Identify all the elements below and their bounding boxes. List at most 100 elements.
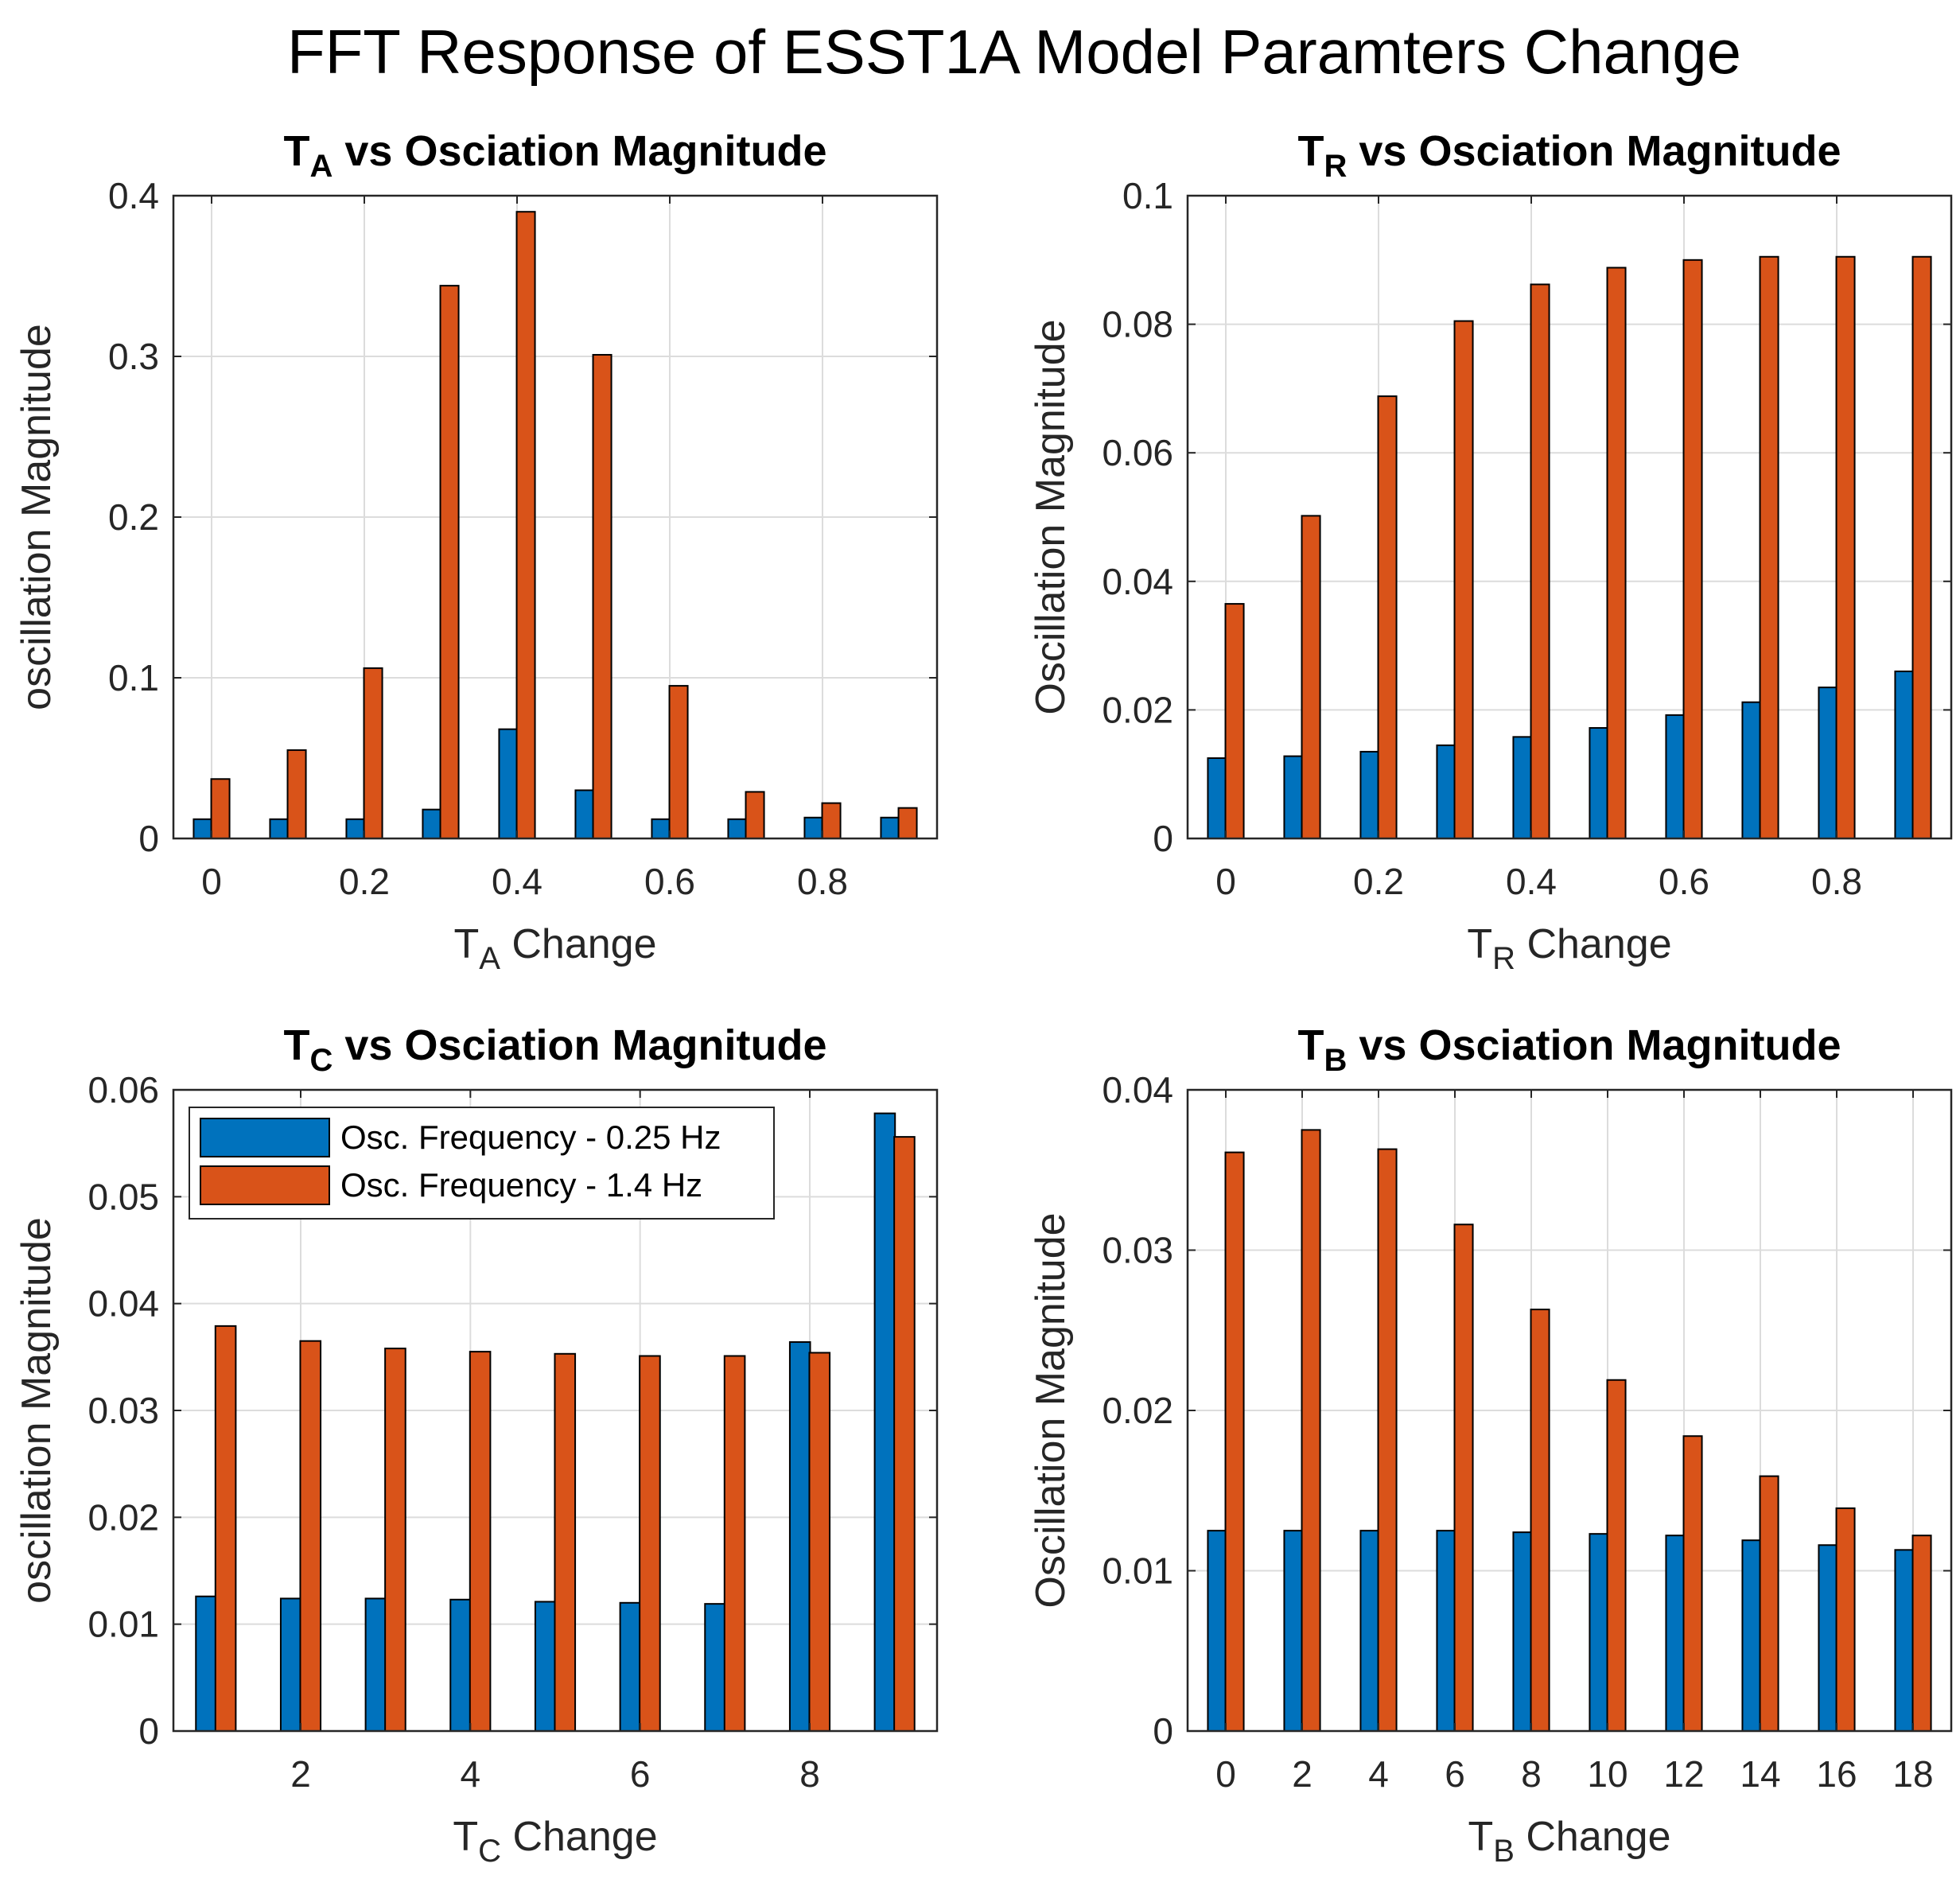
chart-ta: 0 0.2 0.4 0.6 0.800.10.20.30.4TA vs Osciatio… [14,127,939,976]
bar-series2 [639,1355,661,1732]
bar-series1 [1436,744,1456,840]
y-tick-label: 0.4 [108,175,159,216]
bar-series1 [498,728,519,840]
y-tick-label: 0.04 [88,1283,159,1325]
x-tick-label: 6 [630,1753,651,1795]
bar-series1 [345,818,366,840]
bar-series2 [1453,1223,1474,1732]
x-axis-label-rest: Change [1515,921,1672,967]
axes-title-rest: vs Osciation Magnitude [1347,127,1841,175]
y-tick-label: 0 [138,1710,159,1752]
bar-series1 [1818,1544,1838,1733]
bar-series2 [1606,1379,1627,1732]
axes-title-main: T [284,127,310,175]
x-axis-label-main: T [1467,921,1492,967]
bar-series1 [1512,1531,1533,1733]
bar-series1 [449,1598,472,1733]
axes-title-rest: vs Osciation Magnitude [1347,1021,1841,1069]
bar-series2 [384,1348,406,1732]
bar-series2 [286,749,307,840]
bar-series2 [1377,395,1398,839]
y-axis-label: Oscillation Magnitude [1028,319,1074,714]
axes-title-sub: B [1324,1043,1348,1078]
y-axis-label: oscillation Magnitude [14,324,60,710]
x-tick-label: 0.2 [339,861,390,902]
bar-series1 [364,1597,387,1732]
bar-series1 [574,789,595,840]
bar-series2 [299,1340,322,1733]
bar-series1 [704,1603,726,1732]
y-axis-label: Oscillation Magnitude [1028,1212,1074,1608]
axes-title: TA vs Osciation Magnitude [284,127,827,184]
bar-series2 [1911,1535,1932,1733]
bar-series1 [192,818,213,840]
x-tick-label: 2 [290,1753,311,1795]
y-tick-label: 0.02 [88,1496,159,1538]
bar-series2 [745,791,765,839]
x-axis-label-rest: Change [1515,1814,1671,1860]
bar-series1 [279,1597,302,1732]
axes-title: TB vs Osciation Magnitude [1298,1021,1841,1078]
x-tick-label: 8 [1521,1753,1542,1795]
x-tick-label: 10 [1587,1753,1628,1795]
bar-series2 [554,1352,577,1732]
bar-series1 [534,1601,557,1732]
bar-series1 [1436,1530,1456,1732]
x-tick-label: 16 [1816,1753,1857,1795]
bar-series2 [592,353,612,840]
axes-title-rest: vs Osciation Magnitude [332,1021,826,1069]
bar-series2 [897,807,918,839]
bar-series2 [515,211,536,839]
bar-series1 [422,808,442,840]
y-tick-label: 0.06 [88,1069,159,1111]
bar-series2 [1682,1435,1703,1732]
y-tick-label: 0.05 [88,1176,159,1217]
bar-series1 [1283,755,1304,839]
legend-entry-1: Osc. Frequency - 0.25 Hz [340,1118,721,1156]
y-tick-label: 0.04 [1102,561,1173,602]
bar-series1 [1818,687,1838,839]
bar-series1 [1207,757,1227,839]
bar-series2 [1606,266,1627,840]
x-axis-label: TR Change [1467,921,1671,976]
x-tick-label: 2 [1292,1753,1312,1795]
x-tick-label: 4 [461,1753,481,1795]
x-tick-label: 6 [1445,1753,1465,1795]
y-tick-label: 0.2 [108,496,159,538]
x-axis-label-main: T [453,921,479,967]
bar-series1 [1359,1530,1380,1732]
x-axis-label: TC Change [453,1814,657,1869]
bar-series1 [651,818,671,840]
axes-title: TC vs Osciation Magnitude [284,1021,827,1078]
bar-series1 [1741,1539,1762,1732]
bar-series2 [1301,515,1321,839]
axes-title-sub: A [310,149,333,184]
bar-series1 [873,1112,896,1732]
bar-series2 [1835,1507,1856,1733]
x-axis-label-sub: R [1492,941,1515,976]
bar-series2 [1835,255,1856,839]
y-tick-label: 0.04 [1102,1069,1173,1111]
legend: Osc. Frequency - 0.25 Hz Osc. Frequency -… [189,1107,775,1220]
x-tick-label: 14 [1740,1753,1780,1795]
x-axis-label-sub: C [478,1834,501,1869]
x-tick-label: 0 [201,861,222,902]
bar-series1 [727,818,748,840]
y-tick-label: 0.06 [1102,432,1173,473]
bar-series1 [1741,701,1762,839]
y-tick-label: 0.02 [1102,1390,1173,1431]
x-tick-label: 0.4 [1506,861,1557,902]
bar-series1 [1207,1530,1227,1732]
x-axis-label-sub: B [1493,1834,1515,1869]
bar-series1 [803,816,824,839]
bar-series2 [1530,1309,1550,1733]
legend-entry-2: Osc. Frequency - 1.4 Hz [340,1166,702,1204]
bar-series1 [1512,736,1533,839]
y-tick-label: 0.02 [1102,689,1173,730]
legend-swatch-1 [200,1118,330,1157]
bar-series1 [269,818,290,840]
axes-title: TR vs Osciation Magnitude [1298,127,1841,184]
bar-series2 [1224,1151,1245,1732]
bar-series2 [1453,320,1474,839]
